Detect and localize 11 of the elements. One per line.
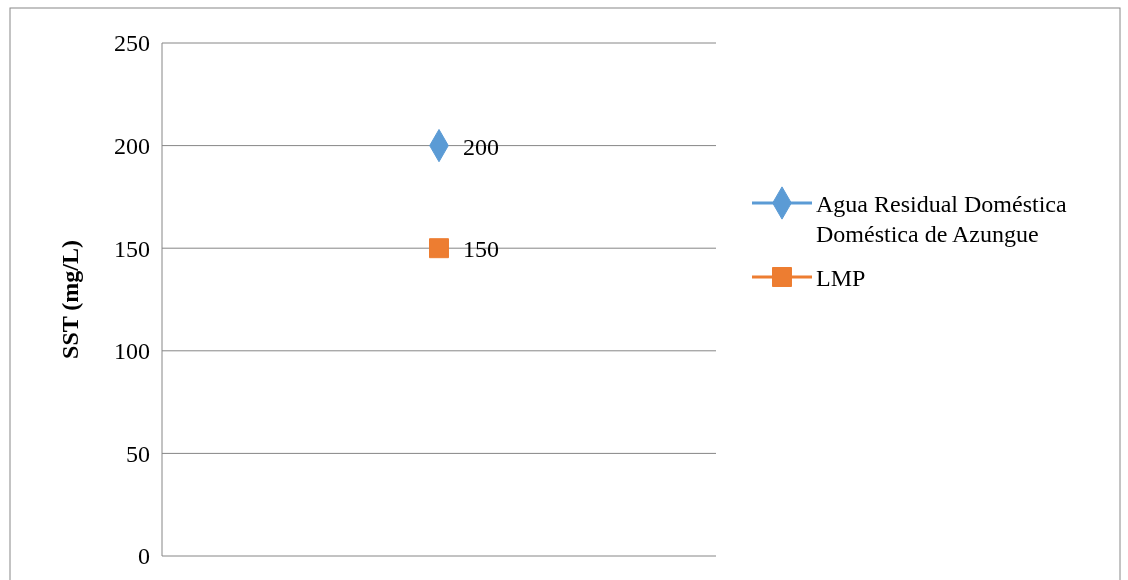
- legend-label: LMP: [816, 265, 866, 291]
- data-label: 200: [463, 133, 499, 160]
- y-tick-label: 200: [114, 133, 150, 159]
- y-tick-label: 50: [126, 440, 150, 467]
- legend-label: Agua Residual Doméstica Doméstica de Azungue: [816, 191, 1067, 247]
- y-tick-label: 250: [114, 30, 150, 57]
- data-label: 150: [463, 236, 499, 263]
- y-tick-label: 100: [114, 338, 150, 365]
- y-tick-label: 150: [114, 235, 150, 262]
- y-tick-label: 0: [138, 543, 150, 570]
- y-axis-title: SST (mg/L): [57, 240, 83, 359]
